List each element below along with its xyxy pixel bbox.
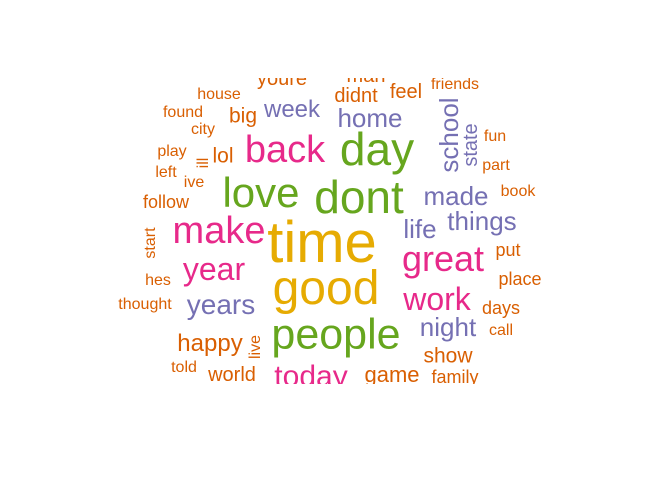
word-year: year <box>182 251 246 287</box>
word-make: make <box>172 210 266 252</box>
word-things: things <box>447 206 517 236</box>
word-lol: lol <box>212 144 234 168</box>
word-hes: hes <box>145 272 171 289</box>
word-great: great <box>401 238 485 279</box>
word-feel: feel <box>389 81 423 103</box>
word-world: world <box>208 364 256 384</box>
word-time: time <box>267 210 377 275</box>
word-call: call <box>488 322 514 339</box>
word-didnt: didnt <box>334 85 378 107</box>
word-home: home <box>337 103 403 133</box>
word-people: people <box>271 310 401 359</box>
word-thought: thought <box>118 296 172 313</box>
word-found: found <box>162 104 204 121</box>
word-school: school <box>434 97 464 173</box>
word-family: family <box>431 367 479 384</box>
word-years: years <box>186 289 256 320</box>
word-life: life <box>403 214 437 244</box>
word-told: told <box>171 359 197 376</box>
word-big: big <box>228 104 258 128</box>
word-days: days <box>481 298 521 318</box>
word-cloud-clip: time good dont people day love back make… <box>0 78 672 384</box>
word-today: today <box>274 360 348 385</box>
word-youre: youre <box>256 78 308 90</box>
word-city: city <box>191 121 215 138</box>
word-start: start <box>142 227 159 259</box>
word-place: place <box>498 269 542 289</box>
word-put: put <box>495 240 521 260</box>
word-live: live <box>247 334 264 360</box>
word-back: back <box>244 129 326 171</box>
word-love: love <box>222 169 300 216</box>
word-week: week <box>263 96 321 123</box>
word-book: book <box>500 183 536 200</box>
word-fun: fun <box>483 128 507 145</box>
word-game: game <box>364 362 420 385</box>
word-ill: ill <box>195 157 212 169</box>
word-play: play <box>157 143 187 160</box>
word-dont: dont <box>314 171 404 223</box>
word-ive: ive <box>183 174 205 191</box>
word-part: part <box>482 157 510 174</box>
word-follow: follow <box>142 192 190 212</box>
word-work: work <box>403 281 471 317</box>
word-house: house <box>197 86 241 103</box>
word-day: day <box>339 123 415 175</box>
word-state: state <box>460 123 482 167</box>
word-night: night <box>419 312 477 342</box>
word-left: left <box>155 164 177 181</box>
word-man: man <box>347 78 386 86</box>
word-happy: happy <box>177 330 243 357</box>
word-good: good <box>272 262 380 315</box>
word-show: show <box>423 344 473 368</box>
word-made: made <box>423 181 489 211</box>
word-friends: friends <box>430 78 480 93</box>
